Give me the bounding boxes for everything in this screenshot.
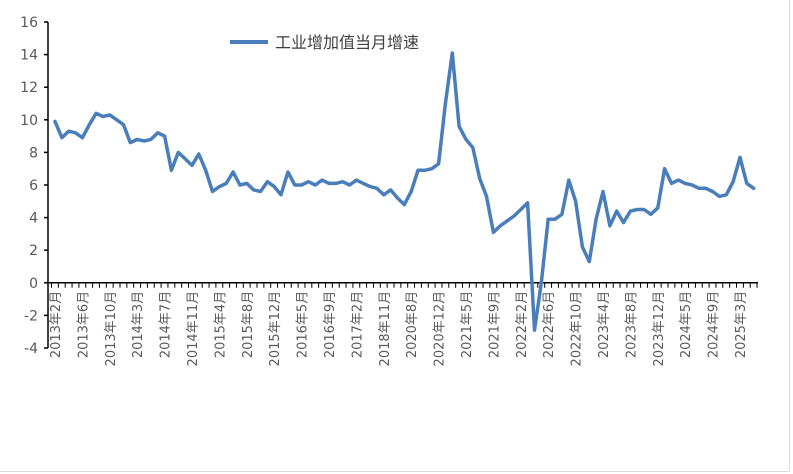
x-tick-label: 2021年5月 <box>460 291 475 358</box>
y-tick-label: 10 <box>20 113 38 129</box>
x-tick-label: 2021年9月 <box>487 291 502 358</box>
y-tick-label: 6 <box>29 178 38 194</box>
y-tick-label: 12 <box>20 80 38 96</box>
x-tick-label: 2015年8月 <box>241 291 256 358</box>
x-tick-label: 2024年9月 <box>707 291 722 358</box>
x-axis: 2013年2月 2013年6月 2013年10月 2014年3月 2014年7月 2014… <box>48 282 758 367</box>
series-layer <box>53 51 756 332</box>
x-tick-label: 2024年5月 <box>679 291 694 358</box>
x-tick-label: 2025年3月 <box>734 291 749 358</box>
legend: 工业增加值当月增速 <box>230 33 419 52</box>
y-tick-label: -2 <box>24 308 38 324</box>
x-tick-label: 2015年4月 <box>213 291 228 358</box>
y-tick-label: 16 <box>20 15 38 31</box>
x-tick-label: 2017年2月 <box>350 291 365 358</box>
x-tick-label: 2013年6月 <box>76 291 91 358</box>
x-tick-label: 2016年5月 <box>296 291 311 358</box>
y-tick-label: 4 <box>29 211 38 227</box>
x-tick-label: 2022年6月 <box>542 291 557 358</box>
x-tick-label: 2013年10月 <box>104 291 119 367</box>
x-tick-label: 2022年2月 <box>515 291 530 358</box>
y-axis: -4 -2 0 2 4 6 8 10 12 14 16 <box>20 15 49 357</box>
x-tick-label: 2023年12月 <box>652 291 667 367</box>
x-tick-label: 2020年8月 <box>405 291 420 358</box>
x-tick-label: 2014年11月 <box>186 291 201 367</box>
series-line <box>53 51 756 332</box>
y-tick-label: 0 <box>29 276 38 292</box>
x-tick-label: 2015年12月 <box>268 291 283 367</box>
y-tick-label: 2 <box>29 243 38 259</box>
x-tick-label: 2023年4月 <box>597 291 612 358</box>
legend-label: 工业增加值当月增速 <box>275 33 419 52</box>
x-tick-label: 2022年10月 <box>570 291 585 367</box>
x-tick-label: 2014年7月 <box>159 291 174 358</box>
y-tick-label: 8 <box>29 145 38 161</box>
x-tick-label: 2013年2月 <box>49 291 64 358</box>
x-tick-label: 2014年3月 <box>131 291 146 358</box>
x-tick-label: 2018年11月 <box>378 291 393 367</box>
x-tick-label: 2020年12月 <box>433 291 448 367</box>
x-tick-label: 2023年8月 <box>624 291 639 358</box>
y-tick-label: 14 <box>20 48 38 64</box>
x-tick-label: 2016年9月 <box>323 291 338 358</box>
y-tick-label: -4 <box>24 341 38 357</box>
